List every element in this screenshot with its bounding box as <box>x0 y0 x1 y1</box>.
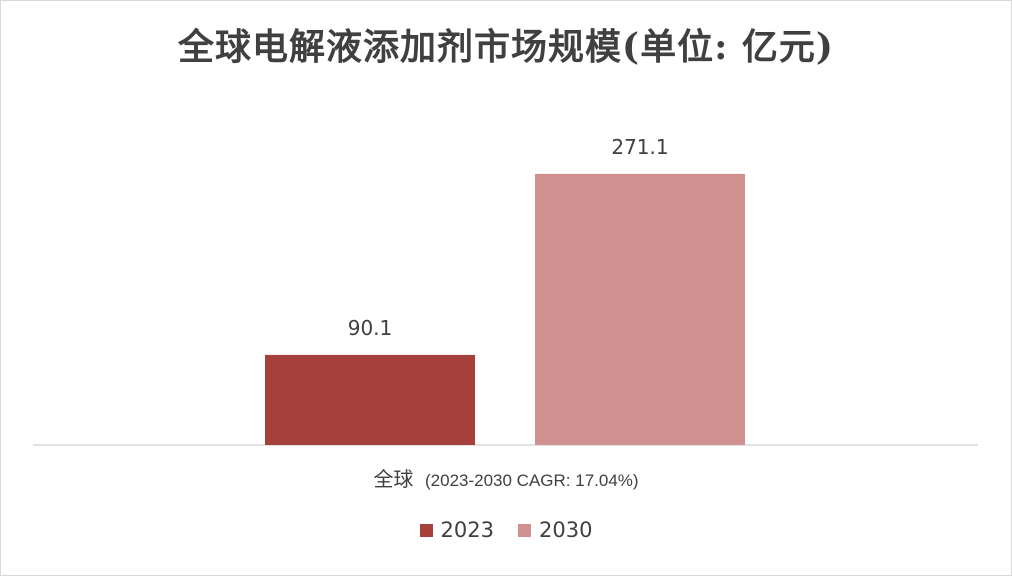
legend-swatch-2023 <box>419 523 433 537</box>
category-label-note: (2023-2030 CAGR: 17.04%) <box>425 471 639 490</box>
data-label-2030: 271.1 <box>611 135 668 159</box>
legend-label-2030: 2030 <box>539 518 593 542</box>
legend-item-2023: 2023 <box>419 518 494 542</box>
category-label: 全球 (2023-2030 CAGR: 17.04%) <box>373 468 638 491</box>
bar-2030 <box>535 173 745 445</box>
chart-title: 全球电解液添加剂市场规模(单位: 亿元) <box>178 26 834 68</box>
legend: 2023 2030 <box>0 518 1012 542</box>
legend-swatch-2030 <box>518 523 531 537</box>
data-label-2023: 90.1 <box>348 316 393 340</box>
legend-label-2023: 2023 <box>440 518 494 542</box>
legend-item-2030: 2030 <box>518 518 592 542</box>
category-label-main: 全球 <box>373 468 413 491</box>
bar-2023 <box>265 354 475 445</box>
